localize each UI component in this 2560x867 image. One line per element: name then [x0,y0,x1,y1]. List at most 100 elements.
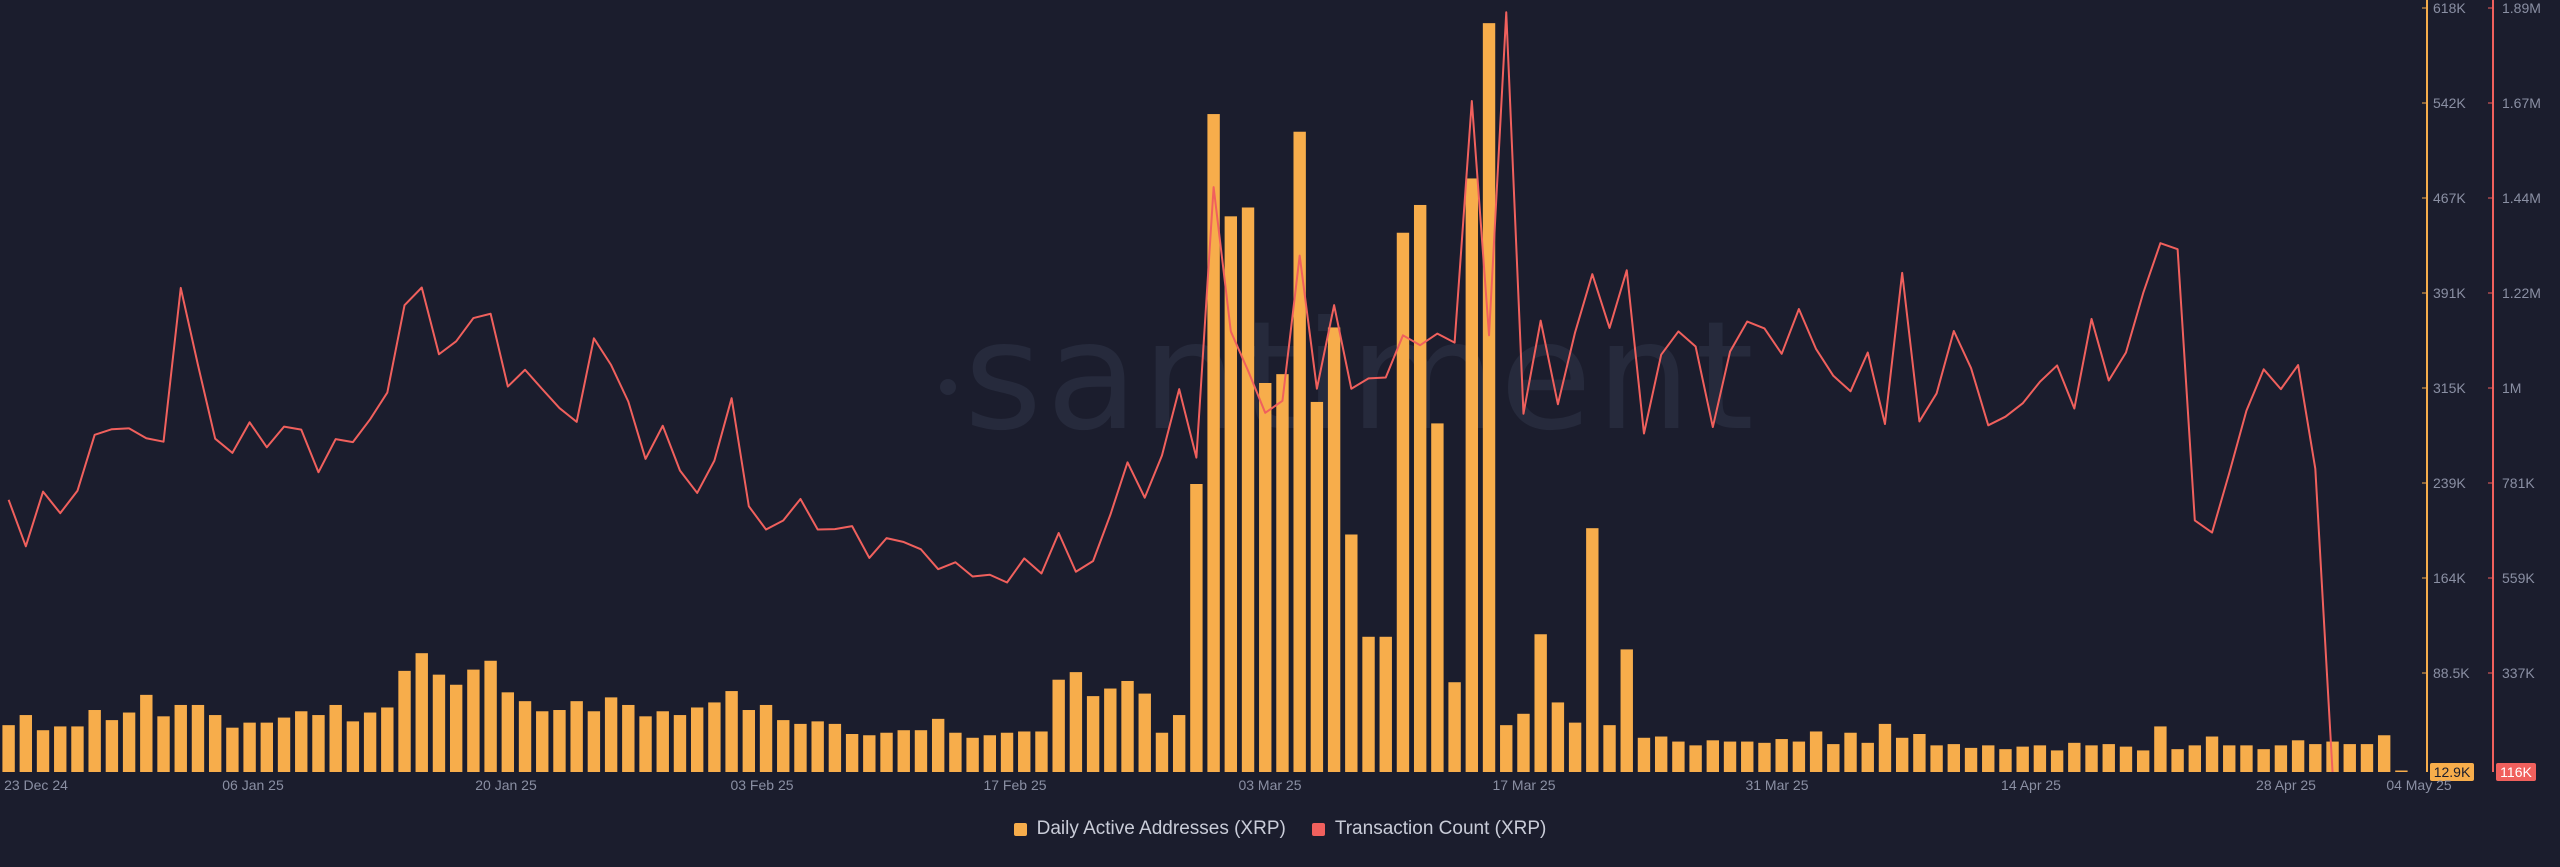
bar-daily-active-addresses [725,691,738,772]
right-axis-current-badge [2496,763,2536,781]
bar-daily-active-addresses [639,716,652,772]
bar-daily-active-addresses [1086,696,1100,772]
bar-daily-active-addresses [880,732,893,772]
bar-daily-active-addresses [2360,744,2374,772]
bar-daily-active-addresses [845,734,859,772]
bar-daily-active-addresses [1259,382,1272,772]
bar-daily-active-addresses [673,715,687,772]
legend-label-daily-active-addresses: Daily Active Addresses (XRP) [1036,818,1286,839]
bar-daily-active-addresses [518,701,532,772]
legend-swatch-transaction-count [1311,822,1325,836]
bar-daily-active-addresses [1379,636,1392,772]
bar-daily-active-addresses [2033,745,2047,772]
bar-daily-active-addresses [742,710,756,772]
left-axis-current-label: 12.9K [2434,764,2471,780]
bar-daily-active-addresses [2050,750,2064,772]
bar-daily-active-addresses [1241,207,1255,773]
bar-daily-active-addresses [1689,745,1702,772]
bar-daily-active-addresses [1293,131,1306,773]
left-axis-tick-label: 467K [2433,190,2466,206]
x-axis-tick-label: 20 Jan 25 [475,777,537,793]
bar-daily-active-addresses [1224,216,1238,772]
bar-daily-active-addresses [1035,731,1048,772]
bar-daily-active-addresses [863,735,876,772]
x-axis-tick-label: 17 Feb 25 [983,777,1046,793]
bar-daily-active-addresses [966,737,979,772]
bar-daily-active-addresses [1861,742,1874,772]
bar-daily-active-addresses [467,669,480,772]
right-axis-tick-label: 1M [2502,380,2521,396]
x-axis-tick-label: 03 Feb 25 [730,777,793,793]
bar-daily-active-addresses [1121,680,1134,772]
x-axis-tick-label: 17 Mar 25 [1492,777,1555,793]
bar-daily-active-addresses [2119,746,2133,772]
bar-daily-active-addresses [260,722,274,772]
watermark: santiment [940,290,1758,464]
bar-daily-active-addresses [811,721,824,772]
bar-daily-active-addresses [329,704,342,772]
legend-label-transaction-count: Transaction Count (XRP) [1334,818,1547,839]
bar-daily-active-addresses [1637,737,1651,772]
bar-daily-active-addresses [2,725,15,772]
bar-daily-active-addresses [1052,679,1065,772]
legend-item-daily-active-addresses[interactable]: Daily Active Addresses (XRP) [1013,818,1286,840]
bar-daily-active-addresses [1930,745,1943,772]
bar-daily-active-addresses [1172,715,1186,772]
bar-daily-active-addresses [777,720,790,772]
bar-daily-active-addresses [1362,636,1375,772]
bar-daily-active-addresses [536,711,549,772]
bar-daily-active-addresses [1413,204,1427,773]
line-transaction-count [7,11,2334,773]
bar-daily-active-addresses [174,704,187,772]
bar-daily-active-addresses [2102,744,2115,772]
bar-daily-active-addresses [105,720,119,772]
bar-daily-active-addresses [2136,750,2150,772]
bar-daily-active-addresses [1465,178,1479,772]
bar-daily-active-addresses [2016,746,2029,772]
bar-daily-active-addresses [226,727,239,772]
bar-daily-active-addresses [1947,744,1961,772]
bar-daily-active-addresses [2395,770,2408,772]
bar-daily-active-addresses [1809,731,1823,772]
bar-daily-active-addresses [2377,735,2391,772]
bar-daily-active-addresses [501,692,515,772]
bar-daily-active-addresses [1723,741,1737,772]
legend-swatch-daily-active-addresses [1013,822,1027,836]
bar-daily-active-addresses [1276,374,1289,772]
bar-daily-active-addresses [1775,739,1788,772]
left-axis-tick-label: 239K [2433,475,2466,491]
bar-daily-active-addresses [449,684,463,772]
bar-daily-active-addresses [71,726,84,772]
bar-daily-active-addresses [2205,736,2219,772]
bar-daily-active-addresses [363,712,377,772]
bar-daily-active-addresses [1672,741,1685,772]
bar-daily-active-addresses [1482,23,1496,772]
bar-daily-active-addresses [346,721,360,772]
bar-daily-active-addresses [1827,744,1840,772]
bar-daily-active-addresses [1844,732,1857,772]
bar-daily-active-addresses [690,707,704,772]
right-axis-current-label: 116K [2500,764,2532,780]
bar-daily-active-addresses [2068,742,2081,772]
bar-daily-active-addresses [828,723,842,772]
x-axis-tick-label: 23 Dec 24 [4,777,68,793]
left-axis-tick-label: 391K [2433,285,2466,301]
bar-daily-active-addresses [36,730,50,772]
legend-item-transaction-count[interactable]: Transaction Count (XRP) [1311,818,1547,840]
bar-daily-active-addresses [312,715,325,772]
bar-daily-active-addresses [140,694,153,772]
bar-daily-active-addresses [1500,725,1513,772]
x-axis-tick-label: 03 Mar 25 [1238,777,1301,793]
bar-daily-active-addresses [2171,749,2184,772]
bar-daily-active-addresses [1792,741,1806,772]
bar-daily-active-addresses [1396,232,1410,773]
bar-daily-active-addresses [1207,114,1220,772]
bar-daily-active-addresses [381,707,394,772]
bar-daily-active-addresses [484,660,497,772]
bar-daily-active-addresses [1431,423,1444,772]
bar-daily-active-addresses [295,711,308,772]
right-axis-tick-label: 559K [2502,570,2535,586]
bar-daily-active-addresses [604,697,618,772]
